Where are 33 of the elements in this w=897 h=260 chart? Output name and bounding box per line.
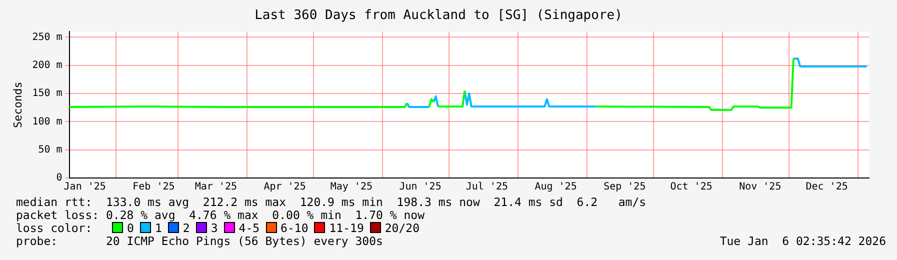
y-tick-label: 200 m [32, 60, 62, 71]
text: Tue Jan 6 02:35:42 2026 [720, 234, 886, 248]
x-tick-label: Apr '25 [264, 182, 306, 193]
legend-label: 6-10 [280, 221, 308, 235]
legend-label: 4-5 [238, 221, 260, 235]
x-tick-label: Mar '25 [194, 182, 237, 193]
legend-label: 3 [210, 221, 218, 235]
x-tick-label: May '25 [330, 182, 372, 193]
legend-label: 11-19 [329, 221, 364, 235]
x-tick-label: Aug '25 [534, 182, 577, 193]
legend-label: 0 [127, 221, 134, 235]
legend-label: 20/20 [384, 221, 420, 235]
text: probe: 20 ICMP Echo Pings (56 Bytes) every 300s [16, 234, 383, 248]
y-axis-title: Seconds [11, 82, 24, 128]
x-tick-label: Jun '25 [399, 182, 442, 193]
y-tick-label: 150 m [32, 88, 62, 100]
x-tick-label: Jul '25 [466, 182, 508, 193]
legend-label: 2 [182, 221, 190, 235]
x-tick-label: Nov '25 [739, 182, 782, 193]
y-tick-label: 250 m [32, 32, 62, 43]
y-tick-label: 0 [56, 172, 62, 184]
x-tick-label: Jan '25 [64, 182, 106, 193]
y-tick-label: 50 m [38, 144, 62, 156]
text: median rtt: 133.0 ms avg 212.2 ms max 120.9 ms min 198.3 ms now 21.4 ms sd 6.2 am/s [16, 195, 648, 209]
chart-title: Last 360 Days from Auckland to [SG] (Singapore) [254, 8, 622, 24]
x-tick-label: Feb '25 [132, 182, 175, 193]
x-tick-label: Sep '25 [604, 182, 646, 193]
y-tick-label: 100 m [32, 116, 62, 128]
x-tick-label: Dec '25 [806, 182, 848, 193]
x-tick-label: Oct '25 [670, 182, 712, 193]
legend-label: 1 [154, 221, 162, 235]
text: packet loss: 0.28 % avg 4.76 % max 0.00 % min 1.70 % now [16, 208, 426, 222]
legend-title: loss color: [16, 221, 94, 235]
